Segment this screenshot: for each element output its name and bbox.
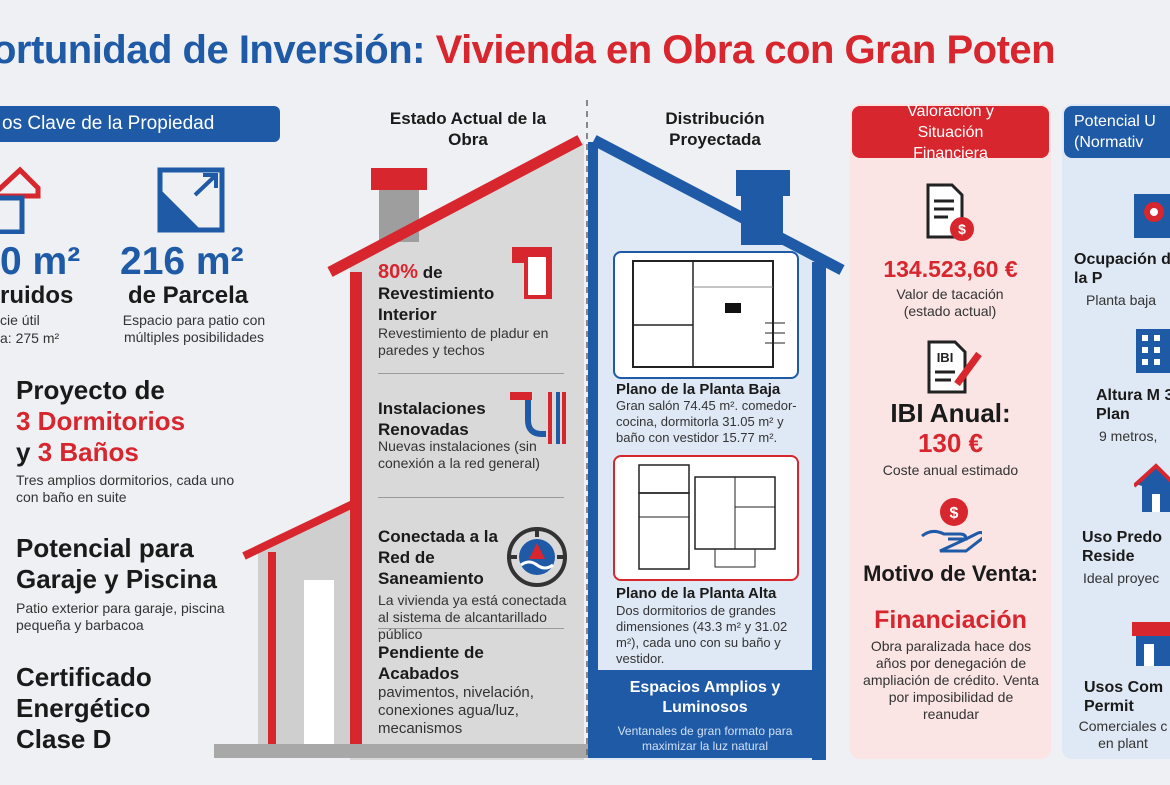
built-area-label: ruidos: [0, 282, 74, 309]
ibi-icon-text: IBI: [937, 350, 954, 365]
drywall-panel-icon: [512, 247, 552, 299]
installations-text: Nuevas instalaciones (sin conexión a la …: [378, 438, 540, 471]
upper-floor-plan-frame: [613, 455, 799, 581]
projected-layout-title: Distribución Proyectada: [665, 109, 765, 149]
built-area-note-2: a: 275 m²: [0, 330, 60, 346]
plot-area-label: de Parcela: [128, 282, 249, 309]
coating-text: Revestimiento de pladur en paredes y tec…: [378, 325, 549, 358]
built-area-note-1: cie útil: [0, 312, 40, 328]
document-money-icon: $: [926, 183, 974, 241]
page-title: ortunidad de Inversión: Vivienda en Obra…: [0, 28, 1056, 73]
building-icon: [1136, 329, 1170, 373]
coating-percent: 80%: [378, 261, 419, 283]
divider: [378, 373, 564, 374]
house-icon: [0, 166, 41, 234]
commercial-head: Usos Com Permit: [1084, 679, 1164, 715]
ibi-label: Coste anual estimado: [882, 462, 1019, 478]
occupancy-head: Ocupación de la P: [1074, 251, 1170, 287]
hand-money-icon: $: [921, 498, 982, 553]
built-area-value: 0 m²: [0, 240, 81, 283]
upper-floor-text: Dos dormitorios de grandes dimensiones (…: [616, 603, 788, 666]
svg-text:$: $: [958, 221, 966, 237]
key-data-header: os Clave de la Propiedad: [0, 106, 280, 142]
ibi-document-pen-icon: IBI: [927, 340, 982, 394]
sale-motive-text: Obra paralizada hace dos años por denega…: [863, 638, 1039, 722]
plot-area-note: Espacio para patio con múltiples posibil…: [122, 312, 266, 345]
commercial-text: Comerciales c en plant: [1078, 718, 1168, 751]
ground-floor-plan-drawing: [632, 260, 785, 368]
divider: [378, 497, 564, 498]
sewer-text: La vivienda ya está conectada al sistema…: [378, 592, 567, 642]
project-note: Tres amplios dormitorios, cada uno con b…: [16, 472, 235, 505]
cert-line-3: Clase D: [16, 724, 112, 754]
current-state-title: Estado Actual de la Obra: [389, 109, 547, 149]
svg-text:$: $: [950, 505, 959, 522]
finance-header-label: Valoración y Situación Financiera: [907, 102, 994, 162]
residential-house-icon: [1134, 463, 1170, 512]
coating-head-rest: de: [422, 263, 443, 282]
key-data-header-label: os Clave de la Propiedad: [2, 113, 215, 134]
ground-floor-head: Plano de la Planta Baja: [616, 381, 781, 398]
spaces-footer: Espacios Amplios y Luminosos Ventanales …: [598, 670, 812, 758]
upper-floor-head: Plano de la Planta Alta: [616, 585, 777, 602]
urban-header-label: Potencial U (Normativ: [1074, 113, 1156, 151]
store-icon: [1132, 622, 1170, 666]
installations-head: Instalaciones Renovadas: [378, 399, 486, 439]
divider: [378, 628, 564, 629]
sewer-network-icon: [507, 527, 567, 587]
pipes-cables-icon: [510, 392, 566, 444]
title-part-2: Vivienda en Obra con Gran Poten: [435, 28, 1056, 72]
finishes-head: Pendiente de Acabados: [378, 643, 484, 683]
ibi-value: 130 €: [917, 428, 984, 458]
finishes-text: pavimentos, nivelación, conexiones agua/…: [378, 684, 534, 737]
occupancy-text: Planta baja: [1086, 292, 1157, 308]
project-line-3a: y: [16, 437, 31, 467]
spaces-head: Espacios Amplios y Luminosos: [629, 679, 781, 716]
urban-header: Potencial U (Normativ: [1064, 106, 1170, 158]
project-line-1: Proyecto de: [16, 375, 165, 405]
sale-motive-value: Financiación: [874, 606, 1027, 634]
ground-floor-text: Gran salón 74.45 m². comedor-cocina, dor…: [616, 398, 797, 445]
upper-floor-plan-drawing: [638, 464, 776, 570]
spaces-text: Ventanales de gran formato para maximiza…: [617, 724, 793, 753]
project-line-2: 3 Dormitorios: [16, 406, 186, 436]
project-line-3b: 3 Baños: [37, 437, 139, 467]
title-part-1: ortunidad de Inversión:: [0, 28, 425, 72]
appraisal-label: Valor de tacación (estado actual): [896, 286, 1004, 319]
coating-head: Revestimiento Interior: [378, 284, 495, 324]
cert-line-2: Energético: [16, 693, 151, 723]
garage-line-2: Garaje y Piscina: [16, 564, 217, 594]
garage-note: Patio exterior para garaje, piscina pequ…: [16, 600, 225, 633]
sewer-head: Conectada a la Red de Saneamiento: [378, 527, 498, 588]
map-pin-icon: [1134, 194, 1170, 238]
garage-line-1: Potencial para: [16, 533, 194, 563]
finance-header: Valoración y Situación Financiera: [852, 103, 1049, 162]
use-head: Uso Predo Reside: [1082, 529, 1163, 565]
height-text: 9 metros,: [1099, 428, 1158, 444]
cert-line-1: Certificado: [16, 662, 152, 692]
ground-floor-plan-frame: [613, 251, 799, 379]
height-head: Altura M 3 Plan: [1096, 387, 1170, 423]
plot-area-value: 216 m²: [120, 240, 244, 283]
sale-motive-head: Motivo de Venta:: [863, 561, 1038, 586]
plot-expand-icon: [157, 167, 225, 233]
use-text: Ideal proyec: [1083, 570, 1160, 586]
appraisal-value: 134.523,60 €: [883, 256, 1018, 282]
ibi-head: IBI Anual:: [890, 398, 1011, 428]
